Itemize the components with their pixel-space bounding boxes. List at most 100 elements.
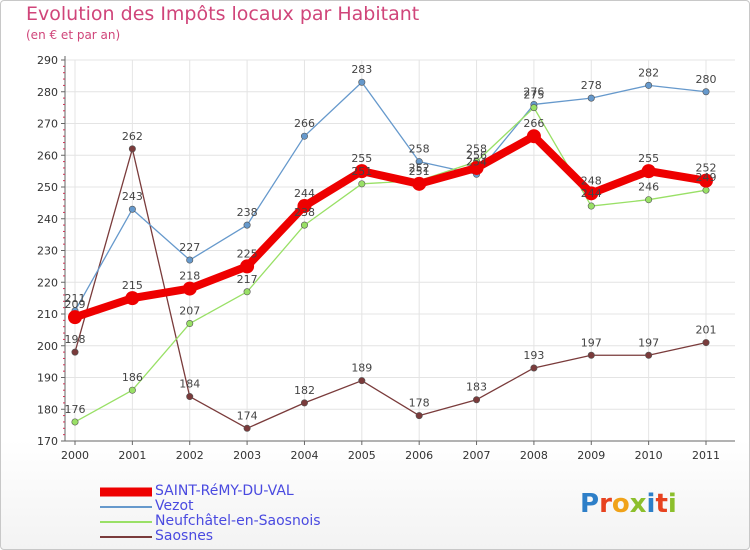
data-point — [530, 364, 538, 372]
series-3 — [71, 145, 710, 432]
data-label: 249 — [696, 171, 717, 184]
data-point — [699, 173, 713, 188]
legend-label: SAINT-RéMY-DU-VAL — [155, 483, 294, 499]
series-0 — [68, 129, 713, 325]
data-label: 238 — [237, 206, 258, 219]
data-point — [182, 281, 197, 296]
data-label: 182 — [294, 384, 315, 397]
data-label: 215 — [122, 279, 143, 292]
data-point — [530, 104, 538, 112]
data-label: 218 — [179, 270, 200, 283]
data-point — [526, 129, 541, 144]
data-point — [702, 186, 710, 194]
data-point — [240, 259, 255, 274]
series-line — [74, 148, 707, 429]
data-point — [186, 256, 194, 264]
data-point — [473, 396, 481, 404]
data-label: 174 — [237, 409, 258, 422]
data-label: 178 — [409, 397, 430, 410]
series-labels-3: 198 262 184 174 182 189 178 183 193 197 197 201 — [65, 130, 717, 422]
y-tick-label: 170 — [37, 435, 58, 448]
data-point — [358, 180, 366, 188]
data-point — [297, 199, 312, 214]
data-point — [415, 158, 423, 166]
data-label: 251 — [351, 165, 372, 178]
data-label: 176 — [65, 403, 86, 416]
data-label: 256 — [466, 149, 487, 162]
y-tick-label: 220 — [37, 276, 58, 289]
data-point — [68, 310, 82, 325]
data-point — [584, 186, 599, 201]
y-tick-label: 190 — [37, 372, 58, 385]
x-tick-label: 2002 — [176, 449, 204, 462]
legend-label: Neufchâtel-en-Saosnois — [155, 513, 321, 529]
x-tick-label: 2005 — [348, 449, 376, 462]
data-label: 266 — [523, 117, 544, 130]
x-tick-label: 2003 — [233, 449, 261, 462]
x-tick-label: 2004 — [290, 449, 318, 462]
data-point — [243, 221, 251, 229]
x-tick-label: 2000 — [61, 449, 89, 462]
x-tick-label: 2007 — [463, 449, 491, 462]
data-label: 189 — [351, 362, 372, 375]
data-label: 201 — [696, 324, 717, 337]
x-tick-label: 2001 — [118, 449, 146, 462]
series-1 — [71, 78, 710, 315]
data-label: 227 — [179, 241, 200, 254]
chart-title: Evolution des Impôts locaux par Habitant — [26, 3, 420, 25]
legend-swatch — [100, 535, 152, 538]
data-point — [128, 386, 136, 394]
data-point — [128, 205, 136, 213]
data-label: 186 — [122, 371, 143, 384]
y-tick-label: 290 — [37, 54, 58, 67]
x-tick-label: 2008 — [520, 449, 548, 462]
legend-swatch — [100, 520, 152, 523]
data-label: 183 — [466, 381, 487, 394]
data-label: 244 — [294, 187, 315, 200]
data-point — [587, 202, 595, 210]
data-label: 207 — [179, 305, 200, 318]
data-point — [587, 351, 595, 359]
data-label: 276 — [523, 85, 544, 98]
data-label: 209 — [65, 298, 86, 311]
series-line — [71, 132, 710, 322]
data-point — [128, 145, 136, 153]
data-point — [645, 196, 653, 204]
data-label: 184 — [179, 378, 200, 391]
legend-label: Saosnes — [155, 528, 214, 544]
legend-label: Vezot — [155, 498, 194, 514]
legend-swatch — [100, 505, 152, 508]
data-label: 197 — [638, 336, 659, 349]
data-point — [243, 424, 251, 432]
data-point — [71, 418, 79, 426]
x-tick-label: 2006 — [405, 449, 433, 462]
chart-subtitle: (en € et par an) — [26, 28, 121, 42]
data-point — [645, 81, 653, 89]
data-label: 255 — [351, 152, 372, 165]
data-point — [186, 320, 194, 328]
data-label: 244 — [581, 187, 602, 200]
grid — [65, 59, 735, 442]
y-tick-label: 250 — [37, 181, 58, 194]
y-tick-label: 210 — [37, 308, 58, 321]
data-label: 243 — [122, 190, 143, 203]
data-label: 252 — [409, 162, 430, 175]
data-point — [300, 221, 308, 229]
data-label: 225 — [237, 247, 258, 260]
data-label: 252 — [696, 162, 717, 175]
data-label: 238 — [294, 206, 315, 219]
data-label: 251 — [409, 165, 430, 178]
data-point — [587, 94, 595, 102]
y-tick-label: 180 — [37, 403, 58, 416]
y-tick-label: 240 — [37, 213, 58, 226]
y-tick-label: 280 — [37, 86, 58, 99]
x-tick-label: 2009 — [577, 449, 605, 462]
data-point — [702, 339, 710, 347]
data-label: 198 — [65, 333, 86, 346]
data-point — [186, 393, 194, 401]
data-point — [243, 288, 251, 296]
data-point — [412, 176, 427, 191]
